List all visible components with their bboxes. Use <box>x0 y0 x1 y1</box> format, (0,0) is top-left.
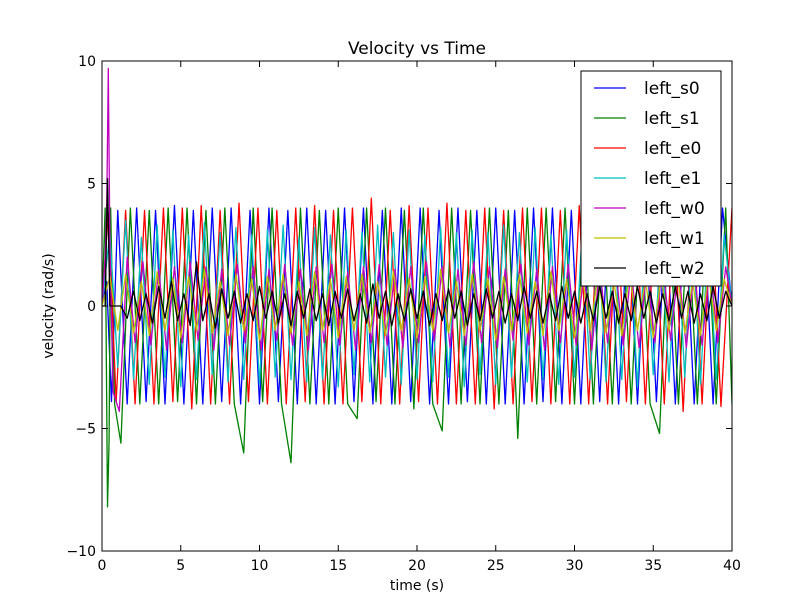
series-line-left-w2 <box>102 177 732 329</box>
y-tick-label: 10 <box>78 54 96 70</box>
x-tick-label: 20 <box>408 558 426 574</box>
y-tick-label: 0 <box>87 299 96 315</box>
legend-label: left_e1 <box>644 169 701 189</box>
legend-label: left_s1 <box>644 109 700 129</box>
y-tick-label: −5 <box>75 422 96 438</box>
series-layer <box>102 67 732 508</box>
y-tick-label: 5 <box>87 177 96 193</box>
y-axis-title: velocity (rad/s) <box>41 253 57 358</box>
legend-entry-left-w1: left_w1 <box>594 229 705 249</box>
x-tick-label: 5 <box>176 558 185 574</box>
legend-entry-left-w2: left_w2 <box>594 259 705 279</box>
x-tick-label: 30 <box>566 558 584 574</box>
legend-entry-left-s1: left_s1 <box>594 109 700 129</box>
legend-label: left_e0 <box>644 139 701 159</box>
x-tick-label: 40 <box>723 558 741 574</box>
y-axis-ticks: −10 −5 0 5 10 <box>66 54 732 560</box>
x-tick-label: 10 <box>251 558 269 574</box>
legend-label: left_w2 <box>644 259 705 279</box>
series-line-left-w0 <box>102 67 732 413</box>
chart-title: Velocity vs Time <box>348 39 486 59</box>
legend-label: left_w1 <box>644 229 705 249</box>
legend-entry-left-e1: left_e1 <box>594 169 701 189</box>
legend-entry-left-s0: left_s0 <box>594 79 700 99</box>
x-tick-label: 15 <box>329 558 347 574</box>
legend-entry-left-w0: left_w0 <box>594 199 705 219</box>
x-tick-label: 0 <box>98 558 107 574</box>
x-axis-ticks: 0 5 10 15 20 25 30 35 40 <box>98 61 741 574</box>
x-axis-title: time (s) <box>390 578 444 594</box>
legend-label: left_s0 <box>644 79 700 99</box>
x-tick-label: 25 <box>487 558 505 574</box>
y-tick-label: −10 <box>66 544 96 560</box>
x-tick-label: 35 <box>644 558 662 574</box>
legend: left_s0 left_s1 left_e0 left_e1 left_w0 left_… <box>580 70 722 287</box>
series-line-left-w1 <box>102 268 732 341</box>
legend-entry-left-e0: left_e0 <box>594 139 701 159</box>
legend-label: left_w0 <box>644 199 705 219</box>
